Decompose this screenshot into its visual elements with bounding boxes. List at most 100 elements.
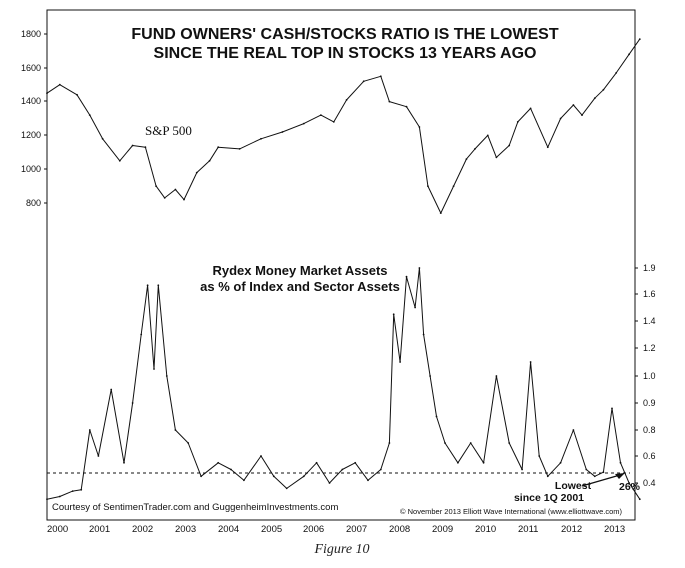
rydex-point [58,495,61,498]
rydex-point [341,468,344,471]
sp500-point [486,134,489,137]
right-tick-label: 0.4 [643,478,656,488]
sp500-point [593,97,596,100]
sp500-points [46,38,641,215]
rydex-line [46,267,641,500]
sp500-point [58,83,61,86]
sp500-point [345,99,348,101]
rydex-point [392,313,395,316]
rydex-point [187,442,190,444]
x-tick-label: 2013 [604,524,625,535]
rydex-point [602,471,605,474]
rydex-point [611,407,613,410]
sp500-point [628,53,630,56]
rydex-subtitle: as % of Index and Sector Assets [200,279,400,294]
rydex-point [260,455,262,457]
x-tick-label: 2012 [561,524,582,535]
sp500-series-label: S&P 500 [145,123,192,138]
sp500-point [163,197,166,199]
sp500-point [174,188,177,191]
rydex-point [367,479,369,482]
rydex-point [585,468,588,471]
rydex-point [71,490,74,492]
sp500-point [362,80,365,83]
sp500-point [76,93,78,96]
rydex-point [272,475,275,478]
rydex-point [414,306,416,309]
right-tick-label: 1.9 [643,263,656,273]
sp500-point [465,158,468,161]
rydex-point [140,333,143,336]
rydex-point [146,284,149,287]
arrowhead-icon [615,473,625,479]
rydex-point [495,375,498,377]
rydex-point [217,461,220,464]
sp500-point [508,144,511,147]
rydex-point [97,455,100,457]
rydex-point [457,461,459,464]
x-tick-label: 2009 [432,524,453,535]
rydex-point [508,442,511,444]
rydex-point [538,455,541,457]
rydex-point [230,468,232,471]
rydex-point [88,429,91,431]
rydex-point [80,488,83,491]
sp500-point [88,114,91,116]
rydex-point [593,475,596,478]
rydex-point [529,361,532,363]
chart-title: FUND OWNERS' CASH/STOCKS RATIO IS THE LO… [131,26,558,43]
sp500-point [495,156,498,159]
sp500-point [195,171,198,174]
rydex-point [619,461,622,464]
rydex-point [444,442,446,444]
rydex-point [131,402,134,404]
sp500-line [46,38,641,214]
rydex-point [638,498,641,501]
left-tick-label: 1400 [21,96,41,106]
left-tick-label: 1800 [21,29,41,39]
x-tick-label: 2008 [389,524,410,535]
sp500-point [405,105,408,108]
rydex-point [572,429,575,431]
sp500-point [101,137,104,140]
rydex-point [422,333,425,336]
sp500-point [418,126,421,128]
rydex-point [110,388,113,391]
rydex-point [418,267,421,269]
sp500-point [260,137,262,140]
sp500-point [302,122,305,125]
annotation-arrow [581,474,621,487]
right-tick-label: 1.4 [643,316,656,326]
rydex-point [559,461,562,464]
rydex-point [354,461,357,464]
rydex-point [153,368,155,370]
x-tick-label: 2003 [175,524,196,535]
sp500-point [183,198,185,201]
sp500-point [238,148,241,150]
courtesy-note: Courtesy of SentimenTrader.com and Gugge… [52,502,338,513]
x-tick-label: 2010 [475,524,496,535]
lowest-annotation: Lowest [555,480,592,492]
x-tick-label: 2004 [218,524,239,535]
left-tick-label: 1000 [21,164,41,174]
sp500-point [332,121,335,123]
sp500-point [602,88,605,91]
rydex-point [435,415,438,418]
right-tick-label: 0.9 [643,398,656,408]
figure-caption: Figure 10 [313,542,369,557]
left-tick-label: 1200 [21,130,41,140]
sp500-point [144,146,147,149]
copyright-note: © November 2013 Elliott Wave Internation… [400,507,623,516]
x-tick-label: 2011 [518,524,538,535]
x-tick-label: 2002 [132,524,153,535]
right-tick-label: 0.8 [643,425,656,435]
sp500-point [208,159,211,162]
sp500-point [388,100,391,103]
rydex-point [174,429,177,431]
x-tick-label: 2001 [89,524,110,535]
sp500-point [131,144,134,147]
x-tick-label: 2007 [346,524,367,535]
rydex-point [123,461,125,464]
rydex-point [46,498,48,501]
